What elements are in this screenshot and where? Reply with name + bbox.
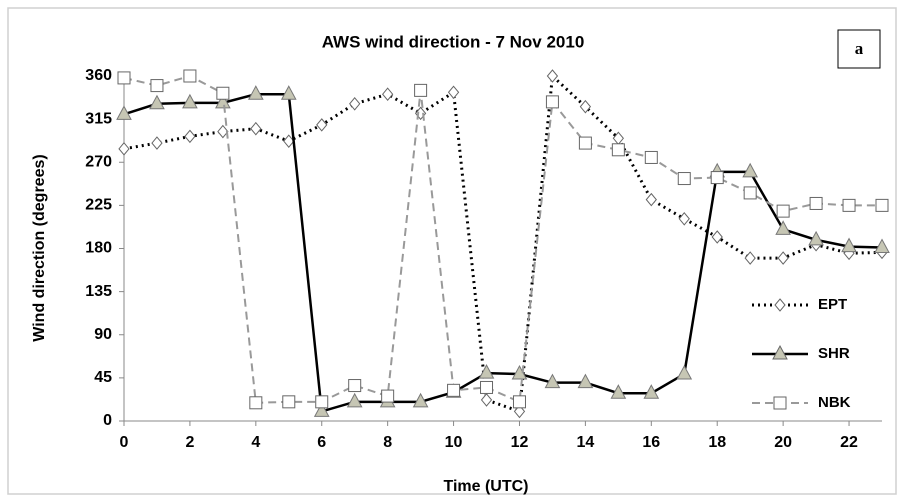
marker: [775, 220, 791, 235]
x-tick-label: 14: [576, 434, 594, 451]
marker: [579, 99, 592, 114]
marker: [645, 192, 657, 207]
marker: [744, 251, 756, 265]
x-tick-label: 8: [383, 434, 392, 451]
marker: [577, 373, 594, 389]
annotation: a: [855, 39, 864, 58]
marker: [480, 393, 493, 407]
marker: [808, 230, 824, 246]
x-tick-label: 20: [774, 434, 792, 451]
x-tick-label: 10: [445, 434, 463, 451]
x-tick-label: 18: [708, 434, 726, 451]
marker: [247, 85, 264, 100]
y-tick-label: 360: [85, 67, 112, 84]
marker: [710, 171, 724, 185]
marker: [313, 402, 330, 417]
y-tick-label: 315: [85, 110, 112, 127]
marker: [412, 392, 429, 408]
marker: [643, 384, 660, 399]
marker: [874, 238, 890, 254]
marker: [215, 93, 231, 109]
marker: [478, 364, 495, 379]
y-tick-label: 270: [85, 153, 112, 170]
marker: [776, 204, 790, 218]
marker: [578, 136, 592, 150]
marker: [842, 198, 856, 212]
y-tick-label: 45: [94, 369, 112, 386]
chart-title: AWS wind direction - 7 Nov 2010: [322, 32, 585, 51]
marker: [183, 69, 197, 83]
legend-label: SHR: [818, 345, 850, 362]
marker: [447, 85, 460, 100]
y-tick-label: 0: [103, 412, 112, 429]
legend-marker: [773, 396, 787, 410]
marker: [250, 121, 262, 136]
marker: [809, 196, 823, 210]
marker: [677, 172, 691, 186]
marker: [447, 383, 461, 397]
marker: [116, 105, 132, 120]
marker: [546, 69, 559, 83]
marker: [282, 395, 296, 409]
marker: [316, 118, 328, 132]
marker: [544, 373, 561, 389]
legend-marker: [772, 344, 788, 360]
marker: [414, 83, 428, 97]
marker: [610, 384, 627, 399]
legend-label: EPT: [818, 296, 847, 313]
marker: [644, 150, 658, 164]
legend-label: NBK: [818, 394, 851, 411]
x-tick-label: 12: [511, 434, 529, 451]
y-tick-label: 180: [85, 240, 112, 257]
x-tick-label: 16: [642, 434, 660, 451]
x-axis-label: Time (UTC): [443, 478, 528, 495]
marker: [182, 93, 198, 109]
marker: [382, 87, 394, 101]
y-tick-label: 135: [85, 283, 112, 300]
marker: [216, 86, 230, 100]
x-tick-label: 22: [840, 434, 858, 451]
x-tick-label: 6: [317, 434, 326, 451]
legend-marker: [774, 298, 786, 312]
y-tick-label: 90: [94, 326, 112, 343]
marker: [283, 134, 295, 148]
marker: [118, 142, 130, 156]
marker: [381, 389, 395, 403]
marker: [512, 395, 526, 409]
marker: [480, 380, 494, 394]
marker: [545, 95, 559, 109]
x-tick-label: 2: [185, 434, 194, 451]
marker: [742, 162, 759, 178]
marker: [184, 129, 196, 144]
marker: [678, 212, 690, 226]
marker: [346, 392, 363, 408]
marker: [513, 404, 526, 419]
y-axis-label: Wind direction (degrees): [31, 154, 48, 341]
marker: [711, 230, 723, 244]
marker: [149, 94, 165, 110]
marker: [150, 79, 164, 93]
marker: [349, 97, 361, 111]
x-tick-label: 4: [251, 434, 260, 451]
marker: [875, 198, 889, 212]
marker: [676, 364, 693, 380]
marker: [743, 186, 757, 200]
marker: [611, 143, 625, 157]
marker: [315, 395, 329, 409]
marker: [348, 379, 362, 393]
marker: [249, 396, 263, 410]
x-tick-label: 0: [120, 434, 129, 451]
marker: [280, 85, 297, 100]
marker: [151, 136, 163, 150]
series-line: [123, 72, 883, 414]
marker: [841, 237, 857, 253]
marker: [217, 124, 229, 139]
marker: [777, 251, 789, 265]
y-tick-label: 225: [85, 197, 112, 214]
annotation-box: [837, 29, 881, 69]
marker: [117, 71, 131, 85]
